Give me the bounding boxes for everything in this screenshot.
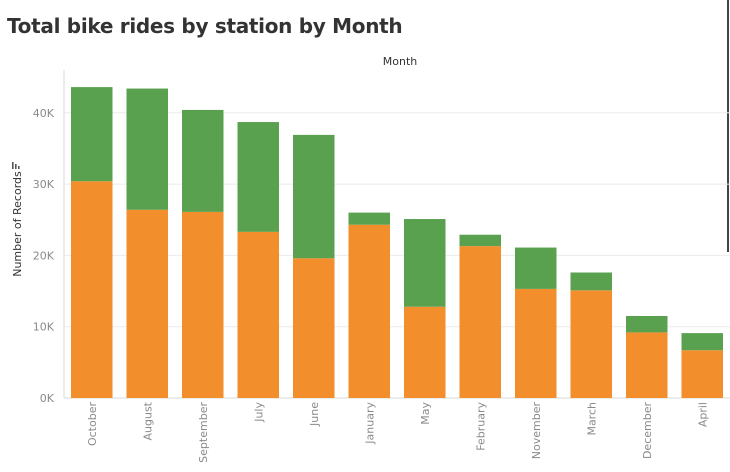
gridlines	[63, 70, 730, 399]
bar-august-segment-2[interactable]	[126, 88, 169, 210]
bar-may-segment-2[interactable]	[404, 219, 446, 307]
bar-april-segment-2[interactable]	[681, 333, 724, 351]
x-tick-label: January	[363, 402, 376, 445]
x-tick-label: June	[308, 402, 321, 427]
bar-august-segment-1[interactable]	[126, 209, 169, 398]
y-axis-label: Number of Records	[11, 171, 24, 277]
column-header: Month	[383, 55, 418, 68]
y-tick-label: 0K	[40, 392, 55, 405]
bar-february-segment-1[interactable]	[459, 246, 502, 398]
x-tick-label: December	[641, 402, 654, 460]
bar-september-segment-2[interactable]	[182, 109, 224, 212]
x-tick-label: September	[197, 402, 210, 463]
bar-january-segment-2[interactable]	[348, 212, 391, 225]
bars	[71, 87, 723, 398]
x-axis-ticks: October August September July June January May…	[86, 401, 710, 462]
y-axis-ticks: 0K 10K 20K 30K 40K	[33, 107, 55, 405]
sort-icon[interactable]	[12, 162, 20, 169]
y-tick-label: 40K	[33, 107, 55, 120]
bar-june-segment-1[interactable]	[293, 258, 335, 398]
y-tick-label: 10K	[33, 321, 55, 334]
bar-december-segment-2[interactable]	[626, 316, 668, 333]
bar-september-segment-1[interactable]	[182, 211, 224, 398]
x-tick-label: February	[474, 402, 487, 451]
bar-march-segment-1[interactable]	[570, 290, 613, 398]
bar-november-segment-1[interactable]	[515, 288, 557, 398]
x-tick-label: April	[696, 402, 709, 427]
chart-title: Total bike rides by station by Month	[7, 14, 403, 38]
y-tick-label: 20K	[33, 249, 55, 262]
bar-july-segment-2[interactable]	[237, 122, 280, 232]
x-tick-label: October	[86, 402, 99, 446]
bar-january-segment-1[interactable]	[348, 224, 391, 398]
x-tick-label: May	[419, 402, 432, 425]
bar-february-segment-2[interactable]	[459, 234, 502, 247]
bar-november-segment-2[interactable]	[515, 247, 557, 289]
pane-divider	[727, 0, 729, 252]
bar-october-segment-1[interactable]	[71, 181, 113, 398]
bar-october-segment-2[interactable]	[71, 87, 113, 182]
x-tick-label: March	[585, 402, 598, 436]
bar-july-segment-1[interactable]	[237, 231, 280, 398]
x-tick-label: August	[141, 401, 154, 440]
bar-march-segment-2[interactable]	[570, 272, 613, 291]
bar-may-segment-1[interactable]	[404, 306, 446, 398]
x-tick-label: November	[530, 402, 543, 460]
x-tick-label: July	[252, 402, 265, 423]
bar-april-segment-1[interactable]	[681, 350, 724, 398]
bar-june-segment-2[interactable]	[293, 134, 335, 259]
bar-december-segment-1[interactable]	[626, 332, 668, 398]
y-tick-label: 30K	[33, 178, 55, 191]
